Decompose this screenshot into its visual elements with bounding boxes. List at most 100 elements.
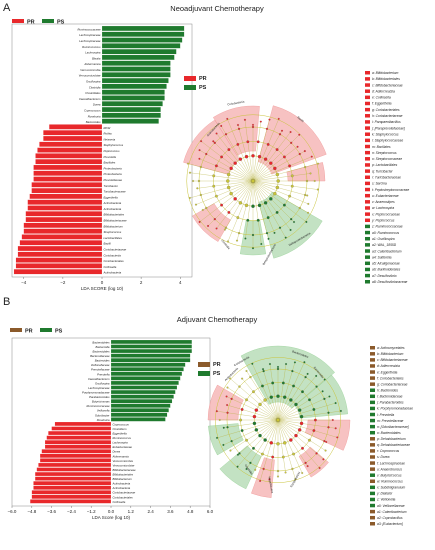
clade-node	[258, 433, 262, 438]
key-swatch	[365, 280, 370, 284]
clade-legend-label: PR	[199, 76, 207, 82]
key-swatch	[370, 449, 375, 453]
clade-node	[265, 127, 269, 130]
key-label: u: Anaerotruncus	[377, 467, 402, 471]
key-swatch	[370, 473, 375, 477]
clade-label: Clostridia	[244, 463, 254, 475]
x-tick-label: −6.0	[8, 509, 17, 514]
clade-node	[263, 157, 268, 161]
clade-branch	[237, 419, 279, 467]
key-swatch	[365, 163, 370, 167]
key-label: g: Coriobacteriaceae	[377, 382, 408, 386]
clade-node	[213, 218, 216, 221]
x-tick-label: 6.0	[207, 509, 214, 514]
clade-branch	[195, 180, 254, 205]
clade-sector-pr	[286, 162, 326, 182]
bar-label: Streptococcus	[104, 230, 122, 234]
clade-node	[262, 467, 265, 471]
clade-node	[226, 179, 230, 183]
clade-branch	[246, 370, 279, 421]
key-label: a4: Sutterella	[372, 255, 392, 259]
bar-label: Coprococcus	[84, 108, 101, 112]
clade-branch	[277, 419, 286, 473]
key-label: k: Staphylococcus	[372, 132, 399, 136]
x-tick-label: 3.6	[167, 509, 174, 514]
key-swatch	[365, 243, 370, 247]
bar-pr	[51, 426, 112, 431]
clade-node	[283, 155, 286, 159]
bar-label: Butyricimonas	[92, 400, 110, 404]
bar-pr	[39, 453, 112, 458]
key-label: v: Anaerostipes	[372, 200, 395, 204]
bar-ps	[110, 371, 183, 376]
clade-branch	[236, 180, 254, 241]
clade-leaf	[237, 123, 239, 126]
key-swatch	[365, 255, 370, 259]
key-swatch	[370, 394, 375, 399]
clade-leaf	[293, 361, 296, 364]
bar-pr	[31, 188, 103, 194]
key-label: p: Dehalobacterium	[376, 437, 406, 441]
x-tick-label: 0	[101, 280, 104, 285]
x-tick-label: −3.6	[47, 509, 56, 514]
clade-leaf	[307, 211, 310, 214]
clade-node	[239, 418, 243, 422]
panel-letter: A	[3, 2, 11, 14]
bar-label: Coriobacteriaceae	[104, 247, 127, 251]
clade-node	[283, 203, 286, 207]
clade-leaf	[236, 239, 239, 242]
panel-title: Adjuvant Chemotherapy	[177, 315, 258, 324]
clade-leaf	[218, 419, 221, 421]
clade-node	[281, 455, 285, 459]
clade-leaf	[188, 196, 191, 199]
key-label: d: Adlercreutzia	[372, 89, 395, 93]
clade-label: Bacteroidetes	[292, 349, 310, 359]
key-swatch	[365, 77, 370, 81]
clade-leaf	[243, 118, 246, 121]
bar-pr	[35, 153, 103, 159]
key-label: w: Ruminococcus	[377, 480, 403, 484]
bar-label: Coriobacteriales	[104, 259, 125, 263]
key-label: z: Veillonella	[376, 498, 396, 502]
bar-ps	[101, 37, 183, 43]
clade-leaf	[306, 194, 309, 197]
bar-label: Lactobacillales	[104, 236, 123, 240]
bar-label: Oscillospira	[95, 381, 110, 385]
clade-node	[229, 166, 233, 171]
clade-node	[283, 395, 287, 399]
key-swatch	[365, 71, 370, 75]
key-label: d: Adlercreutzia	[377, 364, 400, 368]
bar-ps	[110, 358, 191, 363]
bar-ps	[110, 367, 184, 372]
clade-branch	[229, 378, 279, 421]
clade-leaf	[325, 441, 328, 444]
clade-node	[251, 154, 255, 158]
clade-leaf	[200, 140, 203, 143]
key-swatch	[370, 418, 375, 423]
key-label: m: Bacillales	[372, 145, 391, 149]
clade-node	[261, 384, 264, 388]
clade-leaf	[268, 478, 271, 481]
bar-label: Ruminococcaceae	[86, 404, 109, 408]
bar-pr	[31, 490, 112, 495]
clade-leaf	[277, 365, 279, 368]
clade-branch	[277, 419, 327, 443]
clade-branch	[197, 180, 254, 189]
bar-pr	[46, 435, 112, 440]
clade-node	[276, 367, 280, 371]
clade-node	[233, 197, 237, 201]
clade-node	[273, 166, 277, 171]
clade-node	[271, 381, 275, 385]
bar-label: Verrucomicrobia	[80, 68, 101, 72]
clade-leaf	[244, 237, 247, 240]
clade-leaf	[301, 472, 304, 474]
key-swatch	[370, 358, 375, 362]
clade-branch	[269, 364, 279, 421]
bar-pr	[30, 499, 112, 504]
key-label: l: Prevotella	[377, 413, 394, 417]
clade-node	[265, 232, 269, 235]
bar-label: Eggerthella	[113, 431, 128, 435]
clade-leaf	[223, 228, 226, 231]
key-swatch	[370, 437, 375, 441]
key-swatch	[370, 497, 375, 502]
